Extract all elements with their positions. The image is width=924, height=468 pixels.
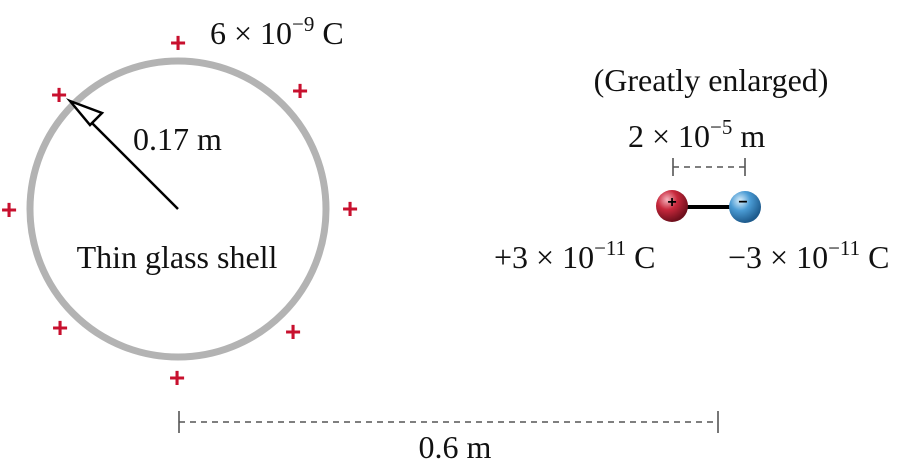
plus-sign-lower-right: + [285, 316, 301, 347]
radius-arrow-line [85, 116, 179, 210]
separation-exponent: −5 [710, 115, 732, 139]
plus-sign-upper-left: + [51, 79, 67, 110]
shell-charge-unit: C [314, 15, 343, 51]
shell-charge-base: 6 × 10 [210, 15, 292, 51]
negative-charge-ball [729, 191, 761, 223]
plus-sign-upper-right: + [292, 75, 308, 106]
plus-sign-lower-left: + [52, 312, 68, 343]
positive-charge-exponent: −11 [594, 236, 626, 260]
shell-plus-signs: + + + + + + + + [1, 27, 358, 393]
positive-charge-label: +3 × 10−11 C [494, 236, 656, 275]
positive-symbol: + [667, 194, 676, 211]
distance-dimension [178, 411, 719, 433]
plus-sign-top: + [170, 27, 186, 58]
enlarged-caption: (Greatly enlarged) [594, 62, 829, 98]
separation-label: 2 × 10−5 m [628, 115, 765, 154]
glass-shell [26, 57, 330, 361]
shell-name-label: Thin glass shell [77, 239, 278, 275]
separation-base: 2 × 10 [628, 118, 710, 154]
shell-charge-label: 6 × 10−9 C [210, 12, 344, 51]
separation-unit: m [732, 118, 765, 154]
separation-dimension [672, 158, 746, 176]
positive-charge-base: +3 × 10 [494, 239, 594, 275]
negative-charge-unit: C [860, 239, 889, 275]
plus-sign-left: + [1, 194, 17, 225]
negative-charge-base: −3 × 10 [728, 239, 828, 275]
negative-symbol: − [738, 194, 747, 211]
plus-sign-right: + [342, 193, 358, 224]
negative-charge-exponent: −11 [828, 236, 860, 260]
radius-arrowhead [66, 98, 105, 127]
negative-charge-label: −3 × 10−11 C [728, 236, 890, 275]
radius-label: 0.17 m [133, 121, 222, 157]
positive-charge-unit: C [626, 239, 655, 275]
shell-charge-exponent: −9 [292, 12, 314, 36]
distance-label: 0.6 m [419, 429, 492, 465]
positive-charge-ball [656, 190, 688, 222]
plus-sign-bottom: + [169, 362, 185, 393]
